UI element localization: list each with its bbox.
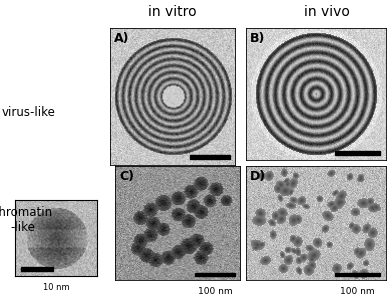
Bar (335, 273, 380, 276)
Text: 100 nm: 100 nm (198, 287, 233, 296)
Bar (335, 151, 380, 155)
Text: 50 nm: 50 nm (196, 173, 225, 182)
Text: in vivo: in vivo (303, 5, 350, 18)
Text: D): D) (250, 170, 266, 183)
Text: C): C) (119, 170, 134, 183)
Text: 10 nm: 10 nm (43, 283, 69, 292)
Text: 100 nm: 100 nm (340, 287, 375, 296)
Text: chromatin
-like: chromatin -like (0, 206, 53, 234)
Text: 25 nm: 25 nm (343, 168, 372, 177)
Bar (190, 156, 230, 159)
Bar (22, 267, 53, 271)
Text: A): A) (114, 32, 129, 45)
Bar (196, 273, 235, 276)
Text: in vitro: in vitro (148, 5, 196, 18)
Text: B): B) (250, 32, 265, 45)
Text: virus-like: virus-like (2, 106, 56, 119)
